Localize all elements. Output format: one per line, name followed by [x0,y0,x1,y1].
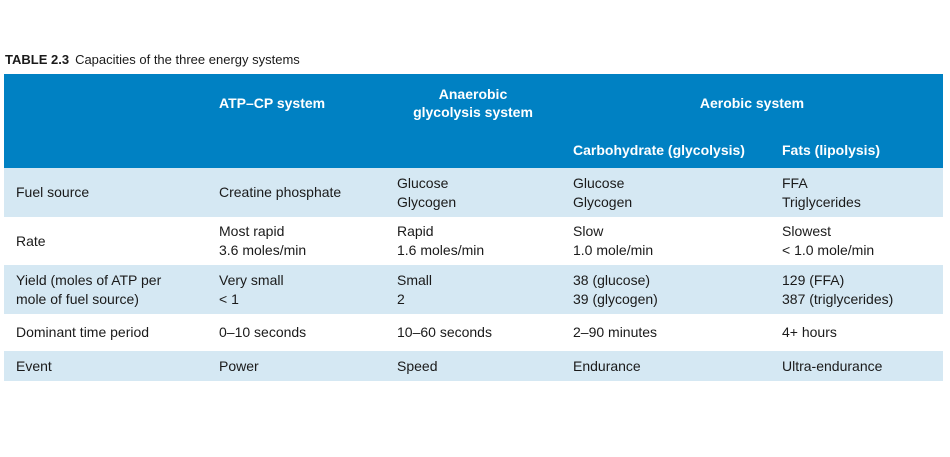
cell-atp-cp: Very small < 1 [207,265,385,314]
table-caption: TABLE 2.3 Capacities of the three energy … [5,52,300,67]
table-row: Event Power Speed Endurance Ultra-endurance [4,351,943,381]
cell-text: FFA [782,174,808,191]
header-aerobic: Aerobic system [561,74,943,132]
cell-text: mole of fuel source) [16,290,139,307]
cell-text: 10–60 seconds [397,324,492,340]
cell-text: < 1 [219,290,239,307]
cell-label: Dominant time period [4,314,207,351]
header-fats: Fats (lipolysis) [770,132,943,168]
cell-text: 38 (glucose) [573,271,651,288]
cell-text: Small [397,271,433,288]
cell-text: Triglycerides [782,193,861,210]
cell-anaerobic: Speed [385,351,561,381]
cell-text: Event [16,357,52,374]
energy-systems-table: ATP–CP system Anaerobic glycolysis syste… [4,74,943,381]
header-anaerobic: Anaerobic glycolysis system [385,74,561,132]
cell-text: Glycogen [573,193,633,210]
header-carbohydrate: Carbohydrate (glycolysis) [561,132,770,168]
cell-label: Event [4,351,207,381]
cell-anaerobic: Glucose Glycogen [385,168,561,217]
table-body: Fuel source Creatine phosphate Glucose Glyc… [4,168,943,381]
cell-text: Fuel source [16,184,90,200]
cell-text: 129 (FFA) [782,271,845,288]
cell-carbohydrate: Glucose Glycogen [561,168,770,217]
cell-text: Glucose [573,174,625,191]
cell-carbohydrate: Endurance [561,351,770,381]
cell-text: Very small [219,271,284,288]
table-row: Rate Most rapid 3.6 moles/min Rapid 1.6 mole… [4,217,943,265]
header-atp-cp-blank [207,132,385,168]
table-title: Capacities of the three energy systems [75,52,300,67]
header-carbohydrate-label: Carbohydrate (glycolysis) [573,142,745,158]
cell-fats: Ultra-endurance [770,351,943,381]
table-row: Yield (moles of ATP per mole of fuel sour… [4,265,943,314]
cell-label: Rate [4,217,207,265]
cell-text: 387 (triglycerides) [782,290,894,307]
table-row: Fuel source Creatine phosphate Glucose Glyc… [4,168,943,217]
cell-text: Power [219,357,259,374]
cell-label: Fuel source [4,168,207,217]
cell-text: 39 (glycogen) [573,290,658,307]
cell-text: 1.6 moles/min [397,242,485,258]
cell-text: Endurance [573,357,641,374]
cell-text: 4+ hours [782,324,837,340]
cell-fats: Slowest < 1.0 mole/min [770,217,943,265]
cell-text: Yield (moles of ATP per [16,271,162,288]
cell-atp-cp: Power [207,351,385,381]
cell-text: 2 [397,290,405,307]
cell-fats: FFA Triglycerides [770,168,943,217]
header-row-top: ATP–CP system Anaerobic glycolysis syste… [4,74,943,168]
cell-text: Dominant time period [16,324,150,340]
cell-text: 2–90 minutes [573,324,658,340]
cell-anaerobic: 10–60 seconds [385,314,561,351]
cell-text: Rapid [397,223,434,239]
cell-text: Most rapid [219,223,285,239]
header-atp-cp-label: ATP–CP system [219,95,326,111]
cell-label: Yield (moles of ATP per mole of fuel sour… [4,265,207,314]
cell-text: 3.6 moles/min [219,242,307,258]
header-corner-cell [4,74,207,168]
cell-text: Slow [573,223,604,239]
cell-text: < 1.0 mole/min [782,242,875,258]
cell-fats: 129 (FFA) 387 (triglycerides) [770,265,943,314]
table-number: TABLE 2.3 [5,52,70,67]
cell-text: 0–10 seconds [219,324,307,340]
header-fats-label: Fats (lipolysis) [782,142,881,158]
header-anaerobic-line-1: Anaerobic [438,86,508,102]
cell-text: Rate [16,232,46,249]
table-row: Dominant time period 0–10 seconds 10–60 se… [4,314,943,351]
header-anaerobic-line-2: glycolysis system [413,104,533,120]
header-atp-cp: ATP–CP system [207,74,385,132]
cell-text: Speed [397,357,438,374]
cell-atp-cp: 0–10 seconds [207,314,385,351]
cell-anaerobic: Small 2 [385,265,561,314]
header-aerobic-label: Aerobic system [699,95,805,111]
cell-text: 1.0 mole/min [573,242,654,258]
cell-carbohydrate: 38 (glucose) 39 (glycogen) [561,265,770,314]
cell-anaerobic: Rapid 1.6 moles/min [385,217,561,265]
header-anaerobic-blank [385,132,561,168]
cell-text: Glycogen [397,193,457,210]
cell-carbohydrate: Slow 1.0 mole/min [561,217,770,265]
cell-atp-cp: Creatine phosphate [207,168,385,217]
cell-fats: 4+ hours [770,314,943,351]
cell-text: Ultra-endurance [782,357,883,374]
cell-text: Creatine phosphate [219,184,342,200]
cell-text: Slowest [782,223,832,239]
cell-text: Glucose [397,174,449,191]
cell-carbohydrate: 2–90 minutes [561,314,770,351]
cell-atp-cp: Most rapid 3.6 moles/min [207,217,385,265]
header-row-sub: Carbohydrate (glycolysis) Fats (lipolysi… [4,132,943,168]
